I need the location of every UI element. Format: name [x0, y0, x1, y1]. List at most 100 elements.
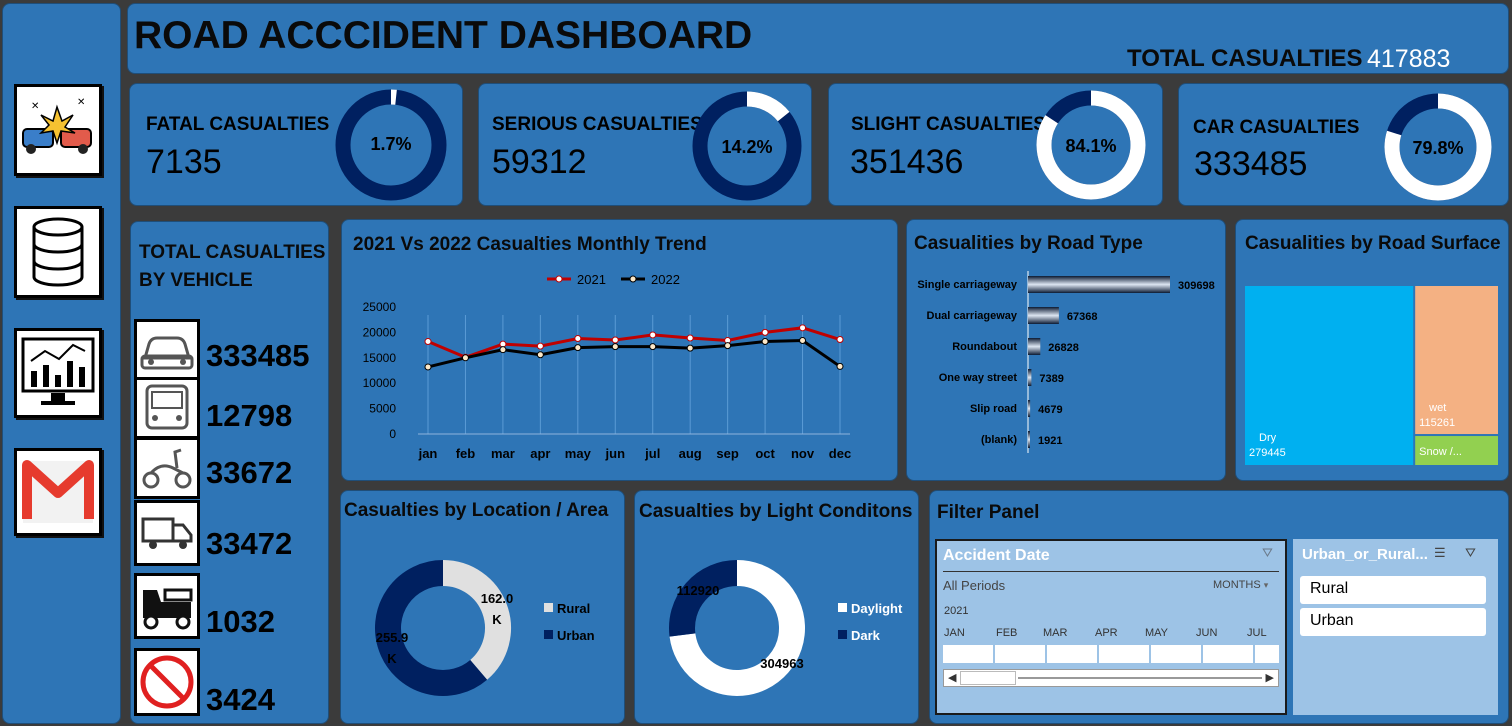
donut-data-label: K — [387, 651, 397, 666]
car-crash-icon[interactable]: ✕ ✕ — [14, 84, 102, 176]
kpi-pct-fatal: 1.7% — [370, 134, 412, 154]
legend-marker-2022 — [629, 275, 637, 283]
timeline-month-label: FEB — [996, 627, 1018, 639]
y-tick-label: 10000 — [363, 376, 397, 390]
total-casualties-label: TOTAL CASUALTIES — [1127, 45, 1363, 72]
clear-filter-icon[interactable]: ⛛ — [1465, 545, 1476, 560]
scroll-thumb[interactable] — [960, 671, 1016, 685]
x-tick-label: oct — [755, 446, 775, 461]
timeline-month-cells[interactable] — [943, 645, 1279, 663]
monthly-trend-chart: jan feb mar apr may jun jul aug sep oct nov dec 2500… — [363, 272, 852, 461]
bar-category-label: One way street — [939, 372, 1018, 384]
gmail-icon[interactable] — [14, 448, 102, 536]
x-tick-label: jan — [418, 446, 438, 461]
data-point-2022 — [611, 343, 619, 351]
donut-slice-urban — [375, 560, 488, 696]
legend-label: Rural — [557, 601, 590, 616]
treemap-label: Dry — [1259, 432, 1277, 444]
treemap-tile-dry — [1245, 286, 1414, 465]
scroll-track — [1018, 677, 1262, 679]
timeline-granularity-label: MONTHS — [1213, 579, 1261, 591]
y-tick-label: 5000 — [369, 402, 396, 416]
slicer-item-rural[interactable]: Rural — [1300, 576, 1486, 604]
kpi-value-serious: 59312 — [492, 143, 587, 181]
x-tick-label: mar — [491, 446, 515, 461]
kpi-donut-fatal — [335, 89, 447, 201]
legend-swatch — [838, 630, 847, 639]
x-tick-label: aug — [679, 446, 702, 461]
timeline-month-label: JUL — [1247, 627, 1267, 639]
legend-marker-2021 — [555, 275, 563, 283]
legend-swatch — [838, 603, 847, 612]
kpi-label-serious: SERIOUS CASUALTIES — [492, 114, 703, 135]
kpi-label-fatal: FATAL CASUALTIES — [146, 114, 330, 135]
svg-text:✕: ✕ — [77, 97, 85, 108]
bar-value-label: 4679 — [1038, 404, 1062, 416]
kpi-label-car: CAR CASUALTIES — [1193, 117, 1360, 138]
bar-value-label: 26828 — [1048, 342, 1079, 354]
donut-data-label: K — [492, 612, 502, 627]
timeline-month-label: JUN — [1196, 627, 1218, 639]
data-point-2022 — [724, 342, 732, 350]
light-donut-chart: 304963 112920 Daylight Dark — [669, 560, 903, 696]
kpi-donut-slight — [1036, 90, 1146, 200]
database-icon[interactable] — [14, 206, 102, 298]
donut-data-label: 162.0 — [481, 591, 514, 606]
kpi-pct-car: 79.8% — [1412, 138, 1464, 158]
x-tick-label: feb — [456, 446, 476, 461]
bar — [1028, 276, 1170, 293]
road-type-panel — [906, 219, 1226, 481]
donut-slice-daylight — [669, 560, 805, 696]
data-point-2022 — [499, 346, 507, 354]
bar — [1028, 431, 1030, 448]
donut-slice-rural — [442, 560, 511, 680]
vehicle-value-scooter: 33672 — [206, 455, 293, 490]
bar-value-label: 7389 — [1039, 373, 1063, 385]
data-point-2021 — [424, 338, 432, 346]
bar — [1028, 307, 1059, 324]
x-tick-label: may — [565, 446, 592, 461]
scroll-left-icon[interactable]: ◀ — [948, 672, 957, 684]
treemap-value: 279445 — [1249, 447, 1286, 459]
kpi-pct-serious: 14.2% — [721, 137, 773, 157]
data-point-2022 — [761, 338, 769, 346]
timeline-granularity-dropdown[interactable]: MONTHS ▾ — [1213, 579, 1268, 591]
kpi-value-fatal: 7135 — [146, 143, 222, 181]
bar-category-label: Roundabout — [952, 341, 1017, 353]
timeline-clear-filter-icon[interactable]: ⛛ — [1262, 545, 1273, 560]
x-tick-label: jun — [605, 446, 626, 461]
data-point-2022 — [649, 343, 657, 351]
multi-select-icon[interactable]: ☰ — [1434, 545, 1446, 560]
header-banner — [127, 3, 1509, 74]
analytics-monitor-icon[interactable] — [14, 328, 102, 418]
timeline-divider — [943, 571, 1279, 572]
bar — [1028, 400, 1031, 417]
y-tick-label: 0 — [389, 427, 396, 441]
data-point-2022 — [686, 344, 694, 352]
chevron-down-icon: ▾ — [1263, 580, 1269, 590]
data-point-2021 — [761, 328, 769, 336]
legend-label: Urban — [557, 628, 595, 643]
total-casualties-value: 417883 — [1367, 45, 1451, 73]
kpi-value-slight: 351436 — [850, 143, 964, 181]
data-point-2022 — [799, 337, 807, 345]
timeline-scrollbar[interactable]: ◀ ▶ — [943, 669, 1279, 687]
road-surface-title: Casualities by Road Surface — [1245, 233, 1501, 254]
location-title: Casualties by Location / Area — [344, 500, 609, 521]
treemap-label: wet — [1428, 402, 1446, 414]
scroll-right-icon[interactable]: ▶ — [1265, 672, 1274, 684]
data-point-2021 — [649, 331, 657, 339]
slicer-item-urban[interactable]: Urban — [1300, 608, 1486, 636]
kpi-donut-arc-fatal — [335, 89, 447, 201]
kpi-donut-arc-slight — [1036, 90, 1146, 200]
monthly-trend-panel — [341, 219, 898, 481]
x-tick-label: nov — [791, 446, 815, 461]
x-tick-label: sep — [716, 446, 738, 461]
legend-label-2021: 2021 — [577, 272, 606, 287]
bar-value-label: 309698 — [1178, 280, 1215, 292]
treemap-tile-snow — [1415, 436, 1498, 465]
treemap-value: 115261 — [1419, 417, 1455, 429]
bar-value-label: 1921 — [1038, 435, 1062, 447]
data-point-2021 — [574, 334, 582, 342]
road-type-chart: Single carriageway 309698 Dual carriageway… — [917, 271, 1215, 453]
